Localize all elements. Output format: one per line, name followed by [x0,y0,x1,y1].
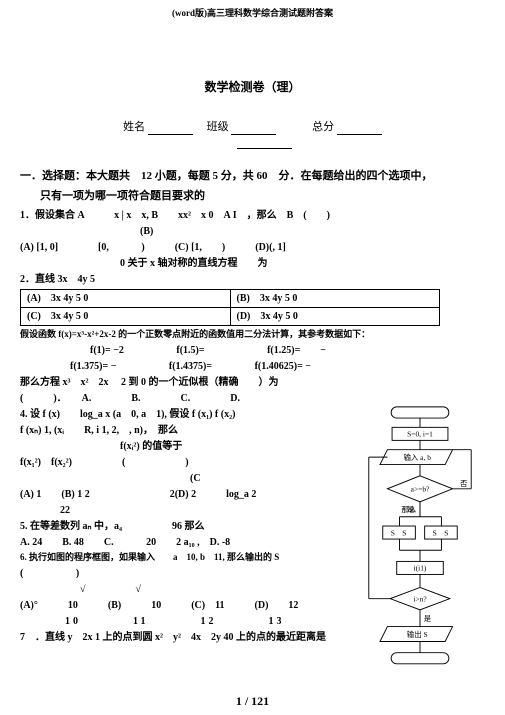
fc-output: 输出 S [407,629,428,639]
q2-opt-a: (A) 3x 4y 5 0 [21,290,231,308]
score-blank [337,124,382,135]
page-title: 数学检测卷（理） [20,80,485,96]
fc-nolabel: 那么 [401,505,416,514]
q2-opt-c: (C) 3x 4y 5 0 [21,308,231,326]
q6-opts: (A)° 10 (B) 10 (C) 11 (D) 12 [20,599,340,612]
q5-stem: 5. 在等差数列 aₙ 中，a₄ 96 那么 [20,520,340,533]
f1375: f(1.375)= − [70,361,116,372]
q4-mid: (C [190,472,340,485]
fc-cond2: i>n? [413,594,426,603]
f140625: f(1.40625)= − [255,361,311,372]
page-number: 1 / 121 [0,694,505,710]
q1-stem: 1．假设集合 A x | x x, B xx² x 0 A I ，那么 B ( … [20,209,485,222]
q1-opts: (A) [1, 0] [0, ) (C) [1, ) (D)(, 1] [20,241,485,254]
name-row: 姓名 班级 总分 [20,120,485,149]
q4-stem: 4. 设 f (x) log_a x (a 0, a 1), 假设 f (x₁)… [20,408,340,421]
flowchart: S=0, i=1 输入 a, b a>=b? 否 是 那么 S S S S i(… [355,405,485,675]
fc-no: 否 [460,479,468,488]
blank2 [237,138,292,149]
name-blank [148,124,193,135]
score-label: 总分 [312,121,334,133]
name-label: 姓名 [123,121,145,133]
bisection-row1: f(1)= −2 f(1.5)= f(1.25)= − [90,344,485,357]
f15: f(1.5)= [176,345,204,356]
f14375: f(1.4375)= [169,361,212,372]
q3-opts: ( )． A. B. C. D. [20,392,340,405]
fc-init: S=0, i=1 [407,430,433,439]
fc-s2: S S [433,528,449,537]
q2-opt-b: (B) 3x 4y 5 0 [230,290,440,308]
q3-text: 那么方程 x³ x² 2x 2 到 0 的一个近似根（精确 ）为 [20,376,340,389]
q6-sqrt: √ √ [80,583,340,596]
q4-opts: (A) 1 (B) 1 2 2(D) 2 log_a 2 [20,488,340,501]
q1-mid: (B) [140,225,485,238]
q4-line3: f(xᵢ²) 的值等于 [120,440,340,453]
fc-yes2: 是 [424,614,432,623]
fc-s1: S S [391,528,407,537]
q6-stem: 6. 执行如图的程序框图，如果输入 a 10, b 11, 那么输出的 S [20,552,340,564]
class-blank [231,124,276,135]
bisection-row2: f(1.375)= − f(1.4375)= f(1.40625)= − [70,360,485,373]
q1-note: 0 关于 x 轴对称的直线方程 为 [120,257,485,270]
fc-input: 输入 a, b [403,452,431,462]
q4-22: 22 [60,504,340,517]
q6-nums: 10 11 12 13 [65,615,340,628]
fc-cond1: a>=b? [411,485,430,494]
q4-line4: f(x₁²) f(x₂²) ( ) [20,456,340,469]
q2-opt-d: (D) 3x 4y 5 0 [230,308,440,326]
q5-line2: A. 24 B. 48 C. 20 2 a₁₀ , D. -8 [20,536,340,549]
fc-inc: i(i1) [414,564,427,573]
class-label: 班级 [207,121,229,133]
doc-header: (word版)高三理科数学综合测试题附答案 [20,8,485,20]
bisection-note: 假设函数 f(x)=x³-x²+2x-2 的一个正数零点附近的函数值用二分法计算… [20,329,485,341]
q2-stem: 2．直线 3x 4y 5 [20,273,485,286]
q2-table: (A) 3x 4y 5 0 (B) 3x 4y 5 0 (C) 3x 4y 5 … [20,289,440,326]
part1-sub: 只有一项为哪一项符合题目要求的 [40,189,485,203]
q6-brackets: ( ) [20,567,340,580]
q4-line2: f (xₙ) 1, (xᵢ R, i 1, 2, , n)， 那么 [20,424,340,437]
f125: f(1.25)= − [267,345,326,356]
f1: f(1)= −2 [90,345,124,356]
q7: 7 ．直线 y 2x 1 上的点到圆 x² y² 4x 2y 40 上的点的最近… [20,631,340,644]
part1-header: 一．选择题：本大题共 12 小题，每题 5 分，共 60 分．在每题给出的四个选… [20,169,485,183]
